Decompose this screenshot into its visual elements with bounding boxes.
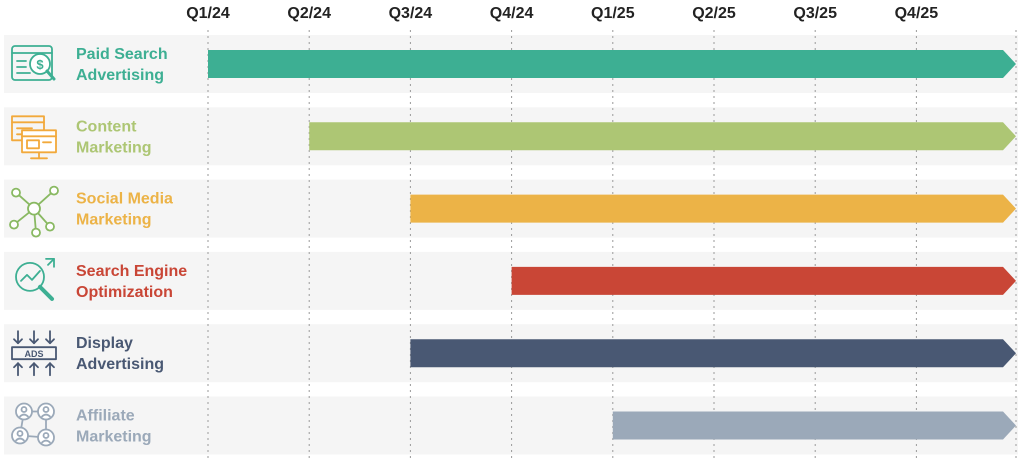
row-label: Affiliate Marketing [76,408,152,446]
search-ad-icon: $ [11,45,56,81]
network-nodes-icon [9,185,59,238]
row-label: Social Media Marketing [76,191,173,229]
row-label: Search Engine Optimization [76,263,187,301]
row-labels: Paid Search Advertising Content Marketing So… [76,46,187,446]
row-bands [4,35,1018,455]
quarter-label: Q3/24 [389,5,433,22]
quarter-grid [207,30,1017,462]
timeline-bar [309,122,1016,151]
row-label: Content Marketing [76,118,152,156]
quarter-label: Q2/24 [287,5,331,22]
affiliate-network-icon [11,402,55,447]
quarter-label: Q4/24 [490,5,534,22]
quarter-label: Q1/24 [186,5,230,22]
timeline-bar [410,194,1016,223]
magnifier-chart-icon [15,257,55,301]
timeline-bar [612,411,1016,440]
quarter-axis-labels: Q1/24 Q2/24 Q3/24 Q4/24 Q1/25 Q2/25 Q3/25 Q4/25 [186,5,938,22]
svg-text:ADS: ADS [24,349,43,359]
timeline-bar [511,266,1016,295]
svg-text:$: $ [36,57,44,72]
row-label: Display Advertising [76,335,164,373]
quarter-label: Q3/25 [793,5,837,22]
row-icons: $ ADS [9,45,59,447]
ads-banner-icon: ADS [11,330,57,377]
content-monitor-icon [11,115,57,160]
timeline-bars [208,50,1016,440]
quarter-label: Q2/25 [692,5,736,22]
quarter-label: Q4/25 [895,5,939,22]
timeline-bar [208,50,1016,78]
row-label: Paid Search Advertising [76,46,168,84]
quarter-label: Q1/25 [591,5,635,22]
timeline-bar [410,339,1016,368]
